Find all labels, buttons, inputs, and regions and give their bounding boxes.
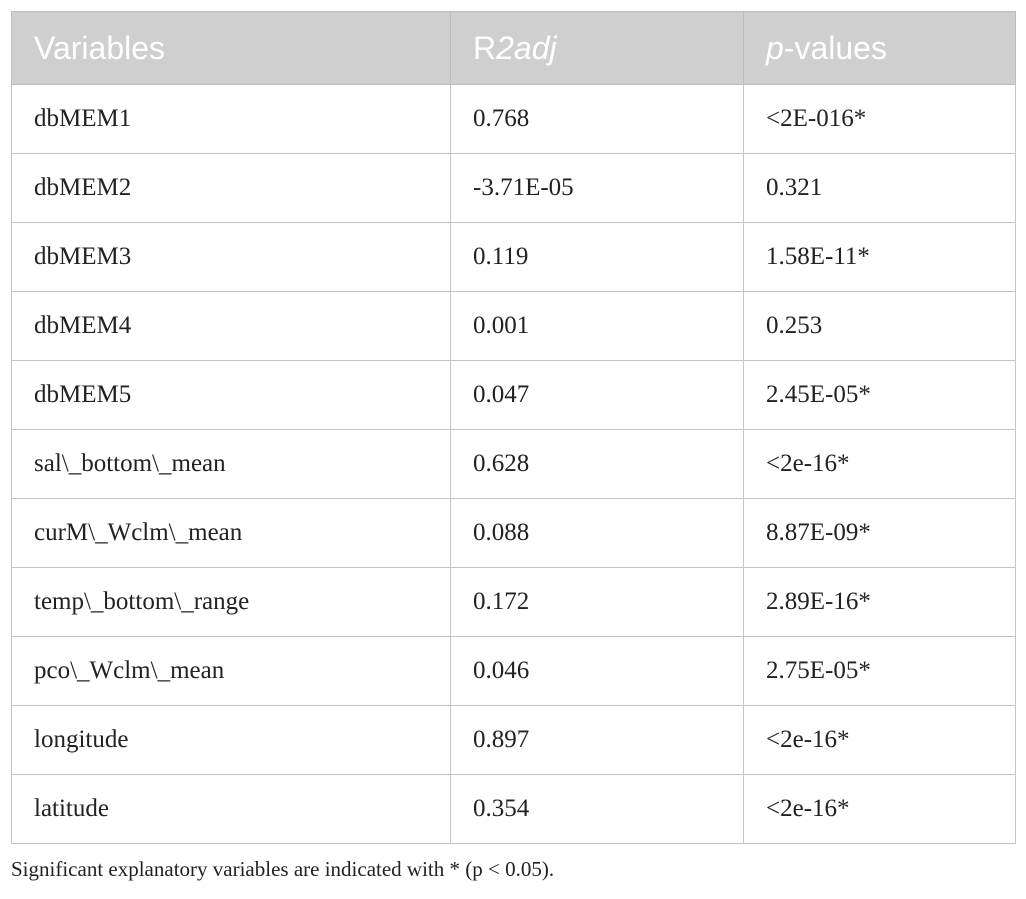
cell-variable: temp\_bottom\_range <box>11 567 451 637</box>
cell-pvalue: 0.253 <box>743 291 1016 361</box>
results-table: Variables R2adj p-values dbMEM1 0.768 <2… <box>11 11 1016 844</box>
table-header-row: Variables R2adj p-values <box>11 11 1016 85</box>
header-variables: Variables <box>11 11 451 85</box>
header-pvalues-italic: p <box>766 29 784 66</box>
cell-pvalue: 8.87E-09* <box>743 498 1016 568</box>
cell-pvalue: 2.89E-16* <box>743 567 1016 637</box>
cell-r2adj: 0.768 <box>450 84 744 154</box>
cell-pvalue: 0.321 <box>743 153 1016 223</box>
cell-pvalue: <2e-16* <box>743 429 1016 499</box>
table-row: latitude 0.354 <2e-16* <box>11 774 1016 844</box>
table-row: temp\_bottom\_range 0.172 2.89E-16* <box>11 567 1016 637</box>
table-row: dbMEM5 0.047 2.45E-05* <box>11 360 1016 430</box>
cell-pvalue: 2.45E-05* <box>743 360 1016 430</box>
header-r2adj-prefix: R <box>473 29 497 66</box>
cell-r2adj: 0.119 <box>450 222 744 292</box>
cell-variable: pco\_Wclm\_mean <box>11 636 451 706</box>
cell-r2adj: 0.088 <box>450 498 744 568</box>
table-row: pco\_Wclm\_mean 0.046 2.75E-05* <box>11 636 1016 706</box>
header-pvalues-rest: -values <box>783 29 887 66</box>
table-row: sal\_bottom\_mean 0.628 <2e-16* <box>11 429 1016 499</box>
cell-r2adj: 0.046 <box>450 636 744 706</box>
table-row: curM\_Wclm\_mean 0.088 8.87E-09* <box>11 498 1016 568</box>
cell-r2adj: 0.897 <box>450 705 744 775</box>
table-row: dbMEM1 0.768 <2E-016* <box>11 84 1016 154</box>
cell-pvalue: 1.58E-11* <box>743 222 1016 292</box>
table-footnote: Significant explanatory variables are in… <box>11 857 555 881</box>
cell-variable: longitude <box>11 705 451 775</box>
cell-r2adj: 0.001 <box>450 291 744 361</box>
header-r2adj: R2adj <box>450 11 744 85</box>
cell-variable: dbMEM2 <box>11 153 451 223</box>
cell-r2adj: 0.047 <box>450 360 744 430</box>
table-row: dbMEM2 -3.71E-05 0.321 <box>11 153 1016 223</box>
cell-r2adj: 0.172 <box>450 567 744 637</box>
cell-variable: latitude <box>11 774 451 844</box>
cell-variable: dbMEM3 <box>11 222 451 292</box>
table-body: dbMEM1 0.768 <2E-016* dbMEM2 -3.71E-05 0… <box>11 84 1016 844</box>
cell-pvalue: 2.75E-05* <box>743 636 1016 706</box>
cell-variable: dbMEM1 <box>11 84 451 154</box>
cell-variable: dbMEM4 <box>11 291 451 361</box>
cell-r2adj: -3.71E-05 <box>450 153 744 223</box>
header-pvalues: p-values <box>743 11 1016 85</box>
cell-variable: sal\_bottom\_mean <box>11 429 451 499</box>
cell-pvalue: <2E-016* <box>743 84 1016 154</box>
cell-pvalue: <2e-16* <box>743 774 1016 844</box>
cell-r2adj: 0.628 <box>450 429 744 499</box>
table-row: longitude 0.897 <2e-16* <box>11 705 1016 775</box>
results-table-container: Variables R2adj p-values dbMEM1 0.768 <2… <box>11 11 1016 844</box>
cell-pvalue: <2e-16* <box>743 705 1016 775</box>
cell-variable: curM\_Wclm\_mean <box>11 498 451 568</box>
header-r2adj-italic: 2adj <box>496 29 557 66</box>
cell-r2adj: 0.354 <box>450 774 744 844</box>
table-row: dbMEM4 0.001 0.253 <box>11 291 1016 361</box>
table-row: dbMEM3 0.119 1.58E-11* <box>11 222 1016 292</box>
cell-variable: dbMEM5 <box>11 360 451 430</box>
